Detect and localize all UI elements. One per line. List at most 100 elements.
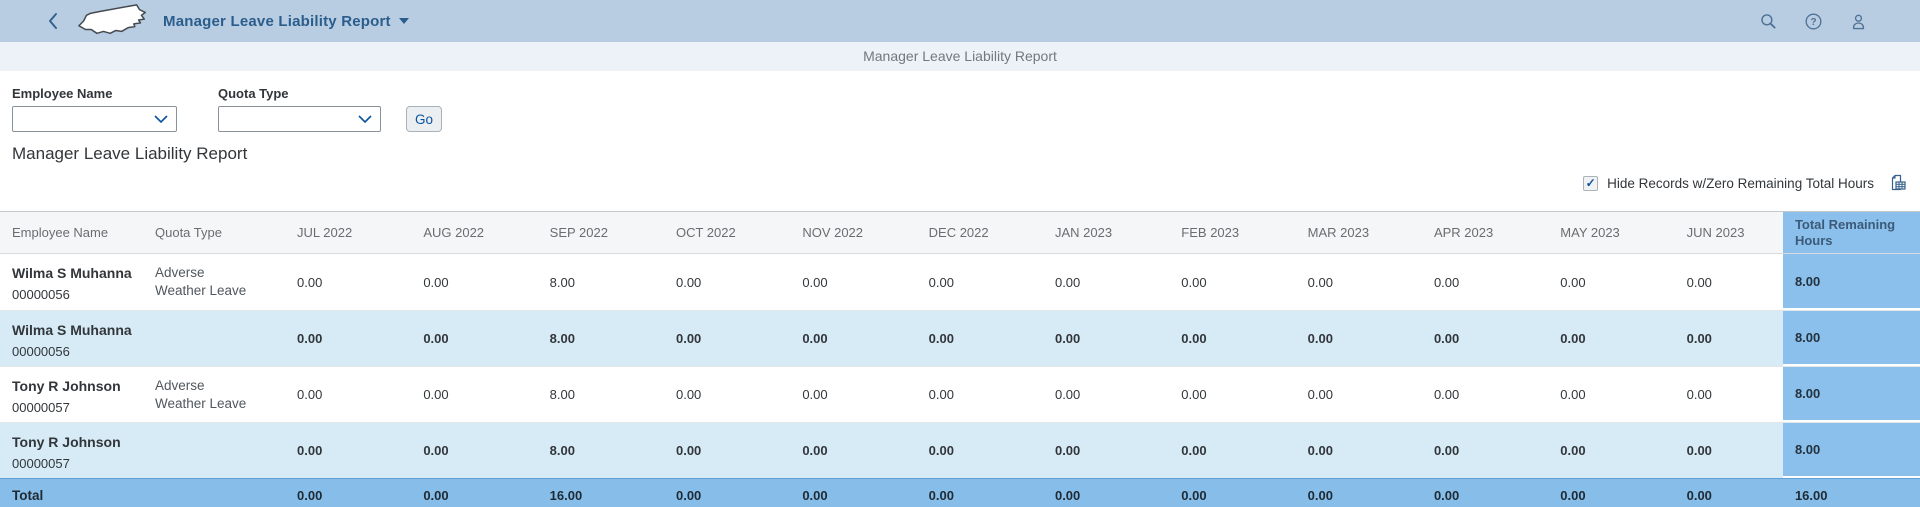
employee-name: Tony R Johnson <box>12 434 121 450</box>
month-cell: 0.00 <box>423 331 449 346</box>
employee-name-combobox[interactable] <box>12 106 177 132</box>
month-cell: 0.00 <box>1307 387 1333 402</box>
month-cell: 0.00 <box>1181 443 1207 458</box>
chevron-down-icon <box>398 18 409 24</box>
table-subtotal-row: Tony R Johnson 00000057 0.00 0.00 8.00 0… <box>0 422 1920 478</box>
quota-type-cell <box>155 311 267 366</box>
month-cell: 0.00 <box>928 387 954 402</box>
month-cell: 0.00 <box>1433 488 1460 503</box>
quota-type-label: Quota Type <box>218 86 289 101</box>
page-title: Manager Leave Liability Report <box>863 48 1057 64</box>
month-cell: 0.00 <box>1054 387 1081 402</box>
grand-total-label: Total <box>12 488 44 503</box>
month-cell: 0.00 <box>1054 274 1081 290</box>
month-cell: 0.00 <box>1560 274 1586 290</box>
employee-id: 00000056 <box>12 344 70 359</box>
month-cell: 0.00 <box>1054 443 1081 458</box>
month-cell: 0.00 <box>423 274 449 290</box>
shell-bar: Manager Leave Liability Report ? <box>0 0 1920 42</box>
employee-id: 00000057 <box>12 456 70 471</box>
month-cell: 0.00 <box>297 387 323 402</box>
hide-zero-checkbox[interactable]: ✓ <box>1583 175 1599 191</box>
month-cell: 0.00 <box>1307 274 1333 290</box>
search-icon[interactable] <box>1759 12 1778 31</box>
col-header-month: JAN 2023 <box>1054 225 1113 240</box>
month-cell: 0.00 <box>802 387 828 402</box>
app-title: Manager Leave Liability Report <box>163 12 391 30</box>
total-remaining-cell: 8.00 <box>1782 367 1920 422</box>
month-cell: 0.00 <box>675 274 702 290</box>
col-header-month: FEB 2023 <box>1181 225 1240 240</box>
table-row: Tony R Johnson 00000057 Adverse Weather … <box>0 366 1920 422</box>
employee-id: 00000056 <box>12 287 70 302</box>
month-cell: 0.00 <box>423 387 449 402</box>
chevron-down-icon <box>154 115 168 123</box>
col-header-month: MAR 2023 <box>1307 225 1370 240</box>
employee-name: Tony R Johnson <box>12 378 121 394</box>
col-header-month: DEC 2022 <box>928 225 989 240</box>
month-cell: 0.00 <box>802 331 828 346</box>
total-remaining-cell: 8.00 <box>1782 311 1920 366</box>
month-cell: 0.00 <box>1054 488 1081 503</box>
employee-name: Wilma S Muhanna <box>12 322 132 338</box>
employee-name-cell: Wilma S Muhanna 00000056 <box>0 254 155 310</box>
total-remaining-cell: 8.00 <box>1782 254 1920 310</box>
month-cell: 0.00 <box>1433 387 1460 402</box>
filter-bar: Employee Name Quota Type Go <box>0 70 1920 132</box>
back-button[interactable] <box>47 11 61 31</box>
col-header-total-remaining: Total Remaining Hours <box>1782 212 1920 253</box>
col-header-month: NOV 2022 <box>802 225 864 240</box>
month-cell: 0.00 <box>1307 488 1333 503</box>
help-icon[interactable]: ? <box>1804 12 1823 31</box>
month-cell: 0.00 <box>297 274 323 290</box>
total-remaining-cell: 8.00 <box>1782 423 1920 478</box>
month-cell: 0.00 <box>802 274 828 290</box>
month-cell: 0.00 <box>1686 443 1712 458</box>
table-subtotal-row: Wilma S Muhanna 00000056 0.00 0.00 8.00 … <box>0 310 1920 366</box>
col-header-month: SEP 2022 <box>549 225 608 240</box>
employee-name-cell: Tony R Johnson 00000057 <box>0 423 155 478</box>
employee-name: Wilma S Muhanna <box>12 265 132 281</box>
month-cell: 8.00 <box>549 387 575 402</box>
north-carolina-logo <box>78 4 146 35</box>
month-cell: 16.00 <box>549 488 583 503</box>
month-cell: 0.00 <box>802 443 828 458</box>
month-cell: 0.00 <box>928 331 954 346</box>
month-cell: 8.00 <box>549 331 575 346</box>
svg-text:?: ? <box>1810 17 1816 28</box>
month-cell: 8.00 <box>549 274 575 290</box>
export-to-spreadsheet-icon[interactable] <box>1888 174 1907 193</box>
month-cell: 0.00 <box>297 443 323 458</box>
quota-type-combobox[interactable] <box>218 106 381 132</box>
col-header-month: JUL 2022 <box>297 225 353 240</box>
table-controls: ✓ Hide Records w/Zero Remaining Total Ho… <box>0 172 1920 194</box>
month-cell: 0.00 <box>1686 488 1712 503</box>
quota-type-cell: Adverse Weather Leave <box>155 265 247 298</box>
col-header-month: OCT 2022 <box>675 225 736 240</box>
employee-name-cell: Tony R Johnson 00000057 <box>0 367 155 422</box>
app-title-menu[interactable]: Manager Leave Liability Report <box>163 13 409 30</box>
checkmark-icon: ✓ <box>1585 175 1596 190</box>
month-cell: 0.00 <box>1433 331 1460 346</box>
month-cell: 0.00 <box>1560 443 1586 458</box>
col-header-quota-type: Quota Type <box>155 225 222 240</box>
total-remaining-cell: 16.00 <box>1782 479 1920 507</box>
month-cell: 0.00 <box>297 331 323 346</box>
go-button[interactable]: Go <box>406 106 443 132</box>
month-cell: 0.00 <box>1560 488 1586 503</box>
employee-id: 00000057 <box>12 400 70 415</box>
page-header: Manager Leave Liability Report <box>0 42 1920 70</box>
month-cell: 0.00 <box>1307 331 1333 346</box>
quota-type-cell <box>155 423 267 478</box>
employee-name-cell: Wilma S Muhanna 00000056 <box>0 311 155 366</box>
hide-zero-checkbox-label: Hide Records w/Zero Remaining Total Hour… <box>1607 175 1874 191</box>
profile-icon[interactable] <box>1849 12 1868 31</box>
col-header-month: MAY 2023 <box>1560 225 1620 240</box>
quota-type-cell <box>155 479 267 507</box>
employee-name-label: Employee Name <box>12 86 113 101</box>
report-title: Manager Leave Liability Report <box>12 144 248 163</box>
col-header-month: JUN 2023 <box>1686 225 1745 240</box>
month-cell: 0.00 <box>802 488 828 503</box>
month-cell: 0.00 <box>1686 387 1712 402</box>
month-cell: 0.00 <box>1181 274 1207 290</box>
